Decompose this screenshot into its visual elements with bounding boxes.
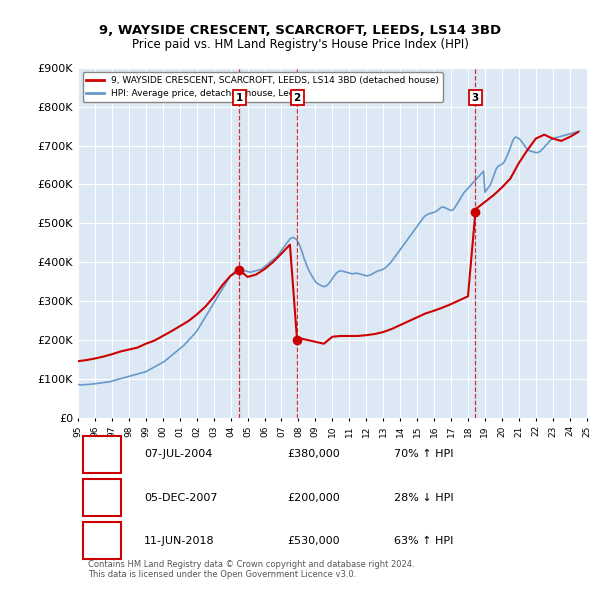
Text: 2: 2	[98, 491, 106, 504]
Text: Price paid vs. HM Land Registry's House Price Index (HPI): Price paid vs. HM Land Registry's House …	[131, 38, 469, 51]
Text: 3: 3	[98, 535, 106, 548]
Text: Contains HM Land Registry data © Crown copyright and database right 2024.
This d: Contains HM Land Registry data © Crown c…	[88, 560, 415, 579]
Text: 1: 1	[236, 93, 243, 103]
Text: £200,000: £200,000	[287, 493, 340, 503]
FancyBboxPatch shape	[83, 479, 121, 516]
Text: 63% ↑ HPI: 63% ↑ HPI	[394, 536, 454, 546]
Text: 11-JUN-2018: 11-JUN-2018	[145, 536, 215, 546]
Text: 05-DEC-2007: 05-DEC-2007	[145, 493, 218, 503]
Text: 3: 3	[472, 93, 479, 103]
Text: 07-JUL-2004: 07-JUL-2004	[145, 449, 212, 459]
Text: 28% ↓ HPI: 28% ↓ HPI	[394, 493, 454, 503]
Text: 70% ↑ HPI: 70% ↑ HPI	[394, 449, 454, 459]
FancyBboxPatch shape	[83, 436, 121, 473]
Text: 2: 2	[293, 93, 301, 103]
Legend: 9, WAYSIDE CRESCENT, SCARCROFT, LEEDS, LS14 3BD (detached house), HPI: Average p: 9, WAYSIDE CRESCENT, SCARCROFT, LEEDS, L…	[83, 73, 443, 102]
Text: 1: 1	[98, 448, 106, 461]
FancyBboxPatch shape	[83, 523, 121, 559]
Text: £530,000: £530,000	[287, 536, 340, 546]
Text: 9, WAYSIDE CRESCENT, SCARCROFT, LEEDS, LS14 3BD: 9, WAYSIDE CRESCENT, SCARCROFT, LEEDS, L…	[99, 24, 501, 37]
Text: £380,000: £380,000	[287, 449, 340, 459]
